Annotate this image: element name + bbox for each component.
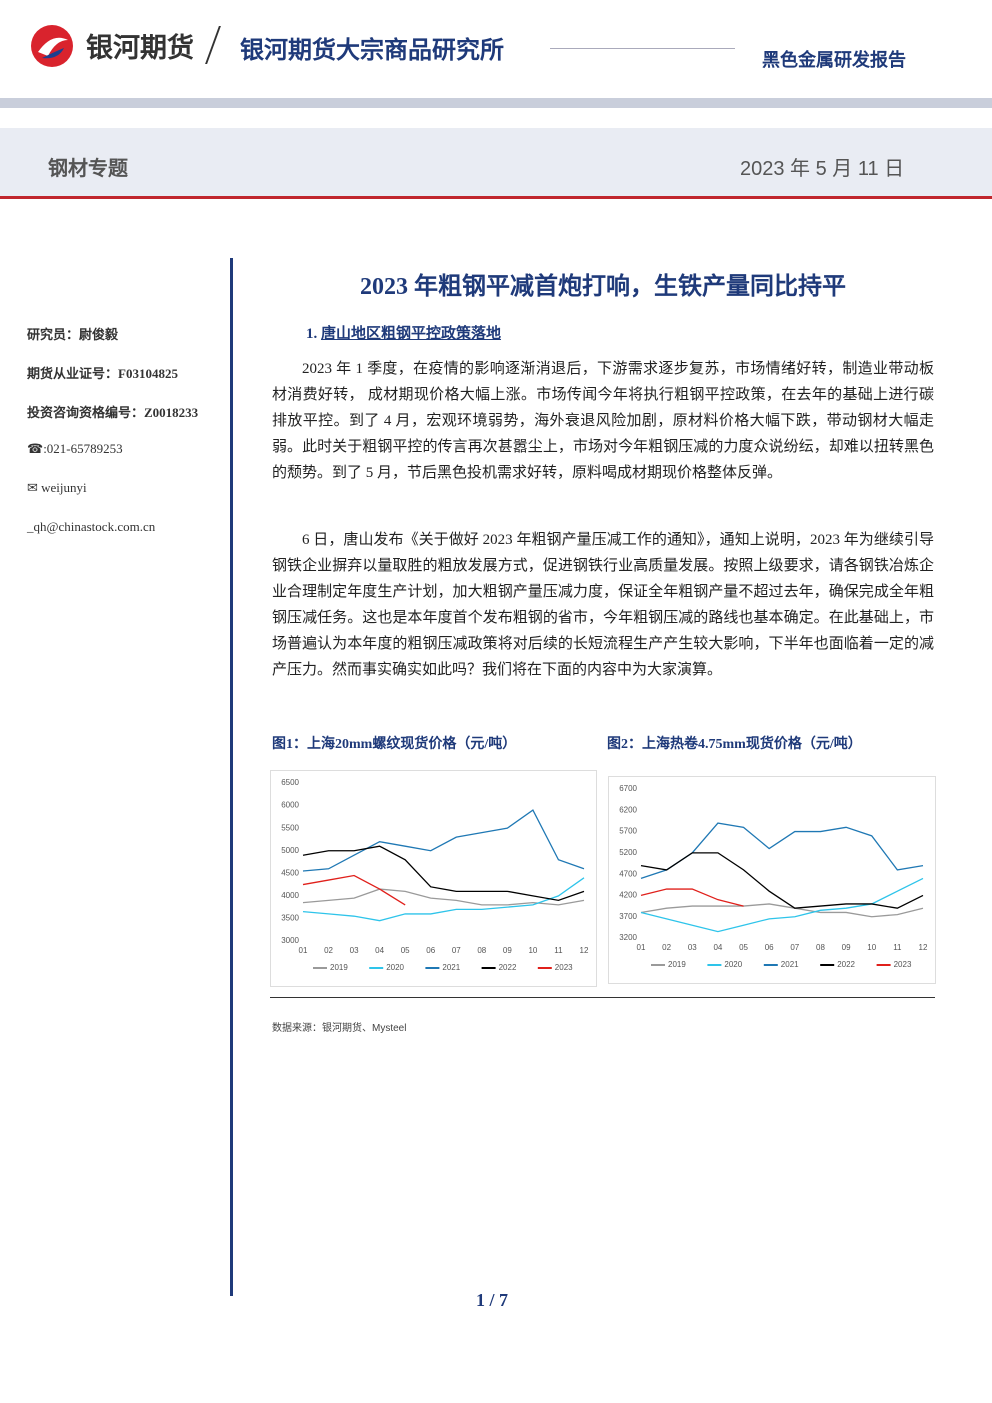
x-tick-label: 12 bbox=[580, 946, 589, 955]
series-line bbox=[640, 888, 744, 907]
y-tick-label: 6000 bbox=[281, 801, 299, 810]
series-line bbox=[640, 903, 924, 918]
y-tick-label: 5000 bbox=[281, 846, 299, 855]
rule bbox=[270, 997, 935, 998]
y-tick-label: 6700 bbox=[619, 784, 637, 793]
x-tick-label: 01 bbox=[299, 946, 308, 955]
series-line bbox=[302, 845, 585, 902]
figure-title: 图1：上海20mm螺纹现货价格（元/吨） bbox=[272, 737, 517, 752]
series-line bbox=[640, 877, 924, 933]
x-tick-label: 01 bbox=[637, 943, 646, 952]
source: 数据来源：银河期货、Mysteel bbox=[272, 1023, 407, 1034]
legend-label: 2021 bbox=[781, 960, 799, 969]
red-rule bbox=[0, 196, 992, 199]
x-tick-label: 10 bbox=[867, 943, 876, 952]
x-tick-label: 04 bbox=[713, 943, 722, 952]
email: ✉ weijunyi bbox=[27, 480, 87, 495]
y-tick-label: 5200 bbox=[619, 848, 637, 857]
paragraph: 6 日，唐山发布《关于做好 2023 年粗钢产量压减工作的通知》，通知上说明，2… bbox=[272, 532, 934, 678]
y-tick-label: 4200 bbox=[619, 891, 637, 900]
logo bbox=[31, 25, 73, 67]
x-tick-label: 09 bbox=[842, 943, 851, 952]
x-tick-label: 08 bbox=[477, 946, 486, 955]
topic-band bbox=[0, 128, 992, 196]
license: 期货从业证号：F03104825 bbox=[27, 366, 178, 381]
y-tick-label: 3500 bbox=[281, 914, 299, 923]
section-title: 唐山地区粗钢平控政策落地 bbox=[321, 326, 502, 342]
x-tick-label: 06 bbox=[426, 946, 435, 955]
section-number: 1. bbox=[306, 326, 318, 342]
x-tick-label: 02 bbox=[324, 946, 333, 955]
series-line bbox=[302, 874, 406, 906]
x-tick-label: 03 bbox=[350, 946, 359, 955]
x-tick-label: 02 bbox=[662, 943, 671, 952]
x-tick-label: 05 bbox=[401, 946, 410, 955]
y-tick-label: 4700 bbox=[619, 869, 637, 878]
y-tick-label: 3200 bbox=[619, 933, 637, 942]
y-tick-label: 5700 bbox=[619, 827, 637, 836]
chart: 3200 3700 4200 4700 5200 5700 6200 6700 01 02 03 04… bbox=[608, 776, 936, 984]
rule bbox=[550, 48, 735, 49]
analyst: 研究员：尉俊毅 bbox=[27, 327, 119, 342]
y-tick-label: 4500 bbox=[281, 868, 299, 877]
x-tick-label: 08 bbox=[816, 943, 825, 952]
x-tick-label: 10 bbox=[528, 946, 537, 955]
x-tick-label: 11 bbox=[893, 943, 902, 952]
x-tick-label: 11 bbox=[554, 946, 563, 955]
title: 2023 年粗钢平减首炮打响，生铁产量同比持平 bbox=[360, 274, 846, 300]
brand: 银河期货 bbox=[86, 33, 194, 63]
legend-label: 2019 bbox=[668, 960, 686, 969]
x-tick-label: 12 bbox=[919, 943, 928, 952]
y-tick-label: 6500 bbox=[281, 778, 299, 787]
email: _qh@chinastock.com.cn bbox=[27, 519, 156, 534]
series-line bbox=[302, 809, 585, 872]
legend-label: 2020 bbox=[724, 960, 742, 969]
paragraph: 2023 年 1 季度，在疫情的影响逐渐消退后，下游需求逐步复苏，市场情绪好转，… bbox=[272, 361, 934, 481]
institute: 银河期货大宗商品研究所 bbox=[240, 37, 504, 64]
date: 2023 年 5 月 11 日 bbox=[740, 158, 905, 180]
y-tick-label: 4000 bbox=[281, 891, 299, 900]
x-tick-label: 03 bbox=[688, 943, 697, 952]
consult: 投资咨询资格编号：Z0018233 bbox=[27, 405, 199, 420]
x-tick-label: 05 bbox=[739, 943, 748, 952]
divider bbox=[205, 26, 221, 64]
x-tick-label: 07 bbox=[452, 946, 461, 955]
legend-label: 2019 bbox=[330, 963, 348, 972]
series-line bbox=[302, 877, 585, 922]
x-tick-label: 09 bbox=[503, 946, 512, 955]
x-tick-label: 06 bbox=[765, 943, 774, 952]
legend-label: 2023 bbox=[555, 963, 573, 972]
legend-label: 2023 bbox=[894, 960, 912, 969]
legend-label: 2022 bbox=[499, 963, 517, 972]
band bbox=[0, 98, 992, 108]
y-tick-label: 3700 bbox=[619, 912, 637, 921]
report-type: 黑色金属研发报告 bbox=[762, 50, 906, 70]
y-tick-label: 3000 bbox=[281, 936, 299, 945]
legend-label: 2021 bbox=[442, 963, 460, 972]
x-tick-label: 07 bbox=[790, 943, 799, 952]
legend-label: 2020 bbox=[386, 963, 404, 972]
y-tick-label: 5500 bbox=[281, 823, 299, 832]
legend-label: 2022 bbox=[837, 960, 855, 969]
page-number: 1 / 7 bbox=[476, 1290, 509, 1310]
figure-title: 图2：上海热卷4.75mm现货价格（元/吨） bbox=[607, 737, 862, 752]
series-line bbox=[640, 822, 924, 880]
chart: 3000 3500 4000 4500 5000 5500 6000 6500 01 02 03 04… bbox=[270, 770, 597, 987]
section: 1. 唐山地区粗钢平控政策落地 bbox=[306, 322, 501, 343]
series-line bbox=[640, 852, 924, 909]
x-tick-label: 04 bbox=[375, 946, 384, 955]
topic: 钢材专题 bbox=[48, 158, 128, 180]
y-tick-label: 6200 bbox=[619, 805, 637, 814]
side-rule bbox=[230, 258, 233, 1296]
phone: ☎:021-65789253 bbox=[27, 441, 123, 456]
